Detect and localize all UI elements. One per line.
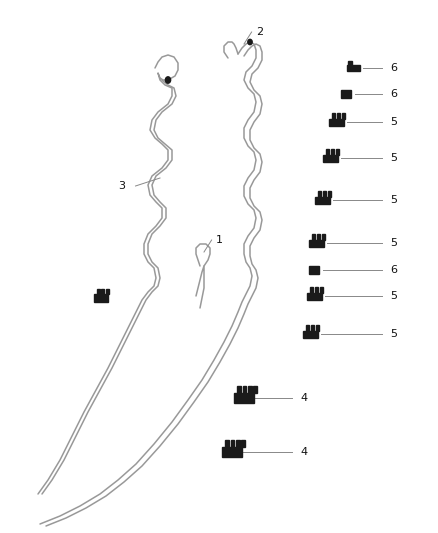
Text: 5: 5 <box>390 329 397 339</box>
Bar <box>241 440 245 447</box>
Bar <box>253 386 257 393</box>
Text: 6: 6 <box>390 63 397 73</box>
Bar <box>317 234 320 240</box>
Text: 4: 4 <box>300 393 307 403</box>
Bar <box>310 240 325 247</box>
Bar <box>347 65 360 71</box>
Bar <box>306 325 309 331</box>
Bar <box>331 149 334 155</box>
Bar <box>222 447 242 457</box>
Circle shape <box>248 39 252 45</box>
Bar <box>97 289 100 294</box>
Bar <box>315 197 330 204</box>
Bar <box>236 440 240 447</box>
Bar <box>315 287 318 293</box>
Text: 1: 1 <box>216 235 223 245</box>
Bar <box>311 325 314 331</box>
Bar <box>243 386 246 393</box>
Bar <box>234 393 254 403</box>
Bar <box>328 191 331 197</box>
Bar <box>336 149 339 155</box>
Bar <box>237 386 241 393</box>
Bar <box>226 440 229 447</box>
Bar <box>329 119 344 126</box>
Text: 5: 5 <box>390 195 397 205</box>
Bar <box>231 440 234 447</box>
Bar <box>342 113 345 119</box>
Bar <box>332 113 335 119</box>
Text: 5: 5 <box>390 291 397 301</box>
Bar <box>324 155 339 161</box>
Text: 4: 4 <box>300 447 307 457</box>
Bar <box>323 191 326 197</box>
Bar <box>322 234 325 240</box>
Bar <box>101 289 104 294</box>
Bar <box>304 331 318 338</box>
Bar <box>312 234 315 240</box>
Bar <box>309 266 318 274</box>
Bar <box>248 386 251 393</box>
Bar <box>94 294 107 302</box>
Text: 2: 2 <box>256 27 263 37</box>
Text: 5: 5 <box>390 153 397 163</box>
Bar <box>341 90 351 98</box>
Bar <box>326 149 329 155</box>
Bar <box>348 61 352 65</box>
Bar <box>307 293 322 300</box>
Circle shape <box>166 77 171 83</box>
Bar <box>320 287 323 293</box>
Text: 6: 6 <box>390 265 397 275</box>
Text: 5: 5 <box>390 117 397 127</box>
Text: 6: 6 <box>390 89 397 99</box>
Text: 3: 3 <box>118 181 125 191</box>
Bar <box>316 325 319 331</box>
Text: 5: 5 <box>390 238 397 248</box>
Bar <box>318 191 321 197</box>
Bar <box>310 287 313 293</box>
Bar <box>106 289 109 294</box>
Bar <box>337 113 340 119</box>
